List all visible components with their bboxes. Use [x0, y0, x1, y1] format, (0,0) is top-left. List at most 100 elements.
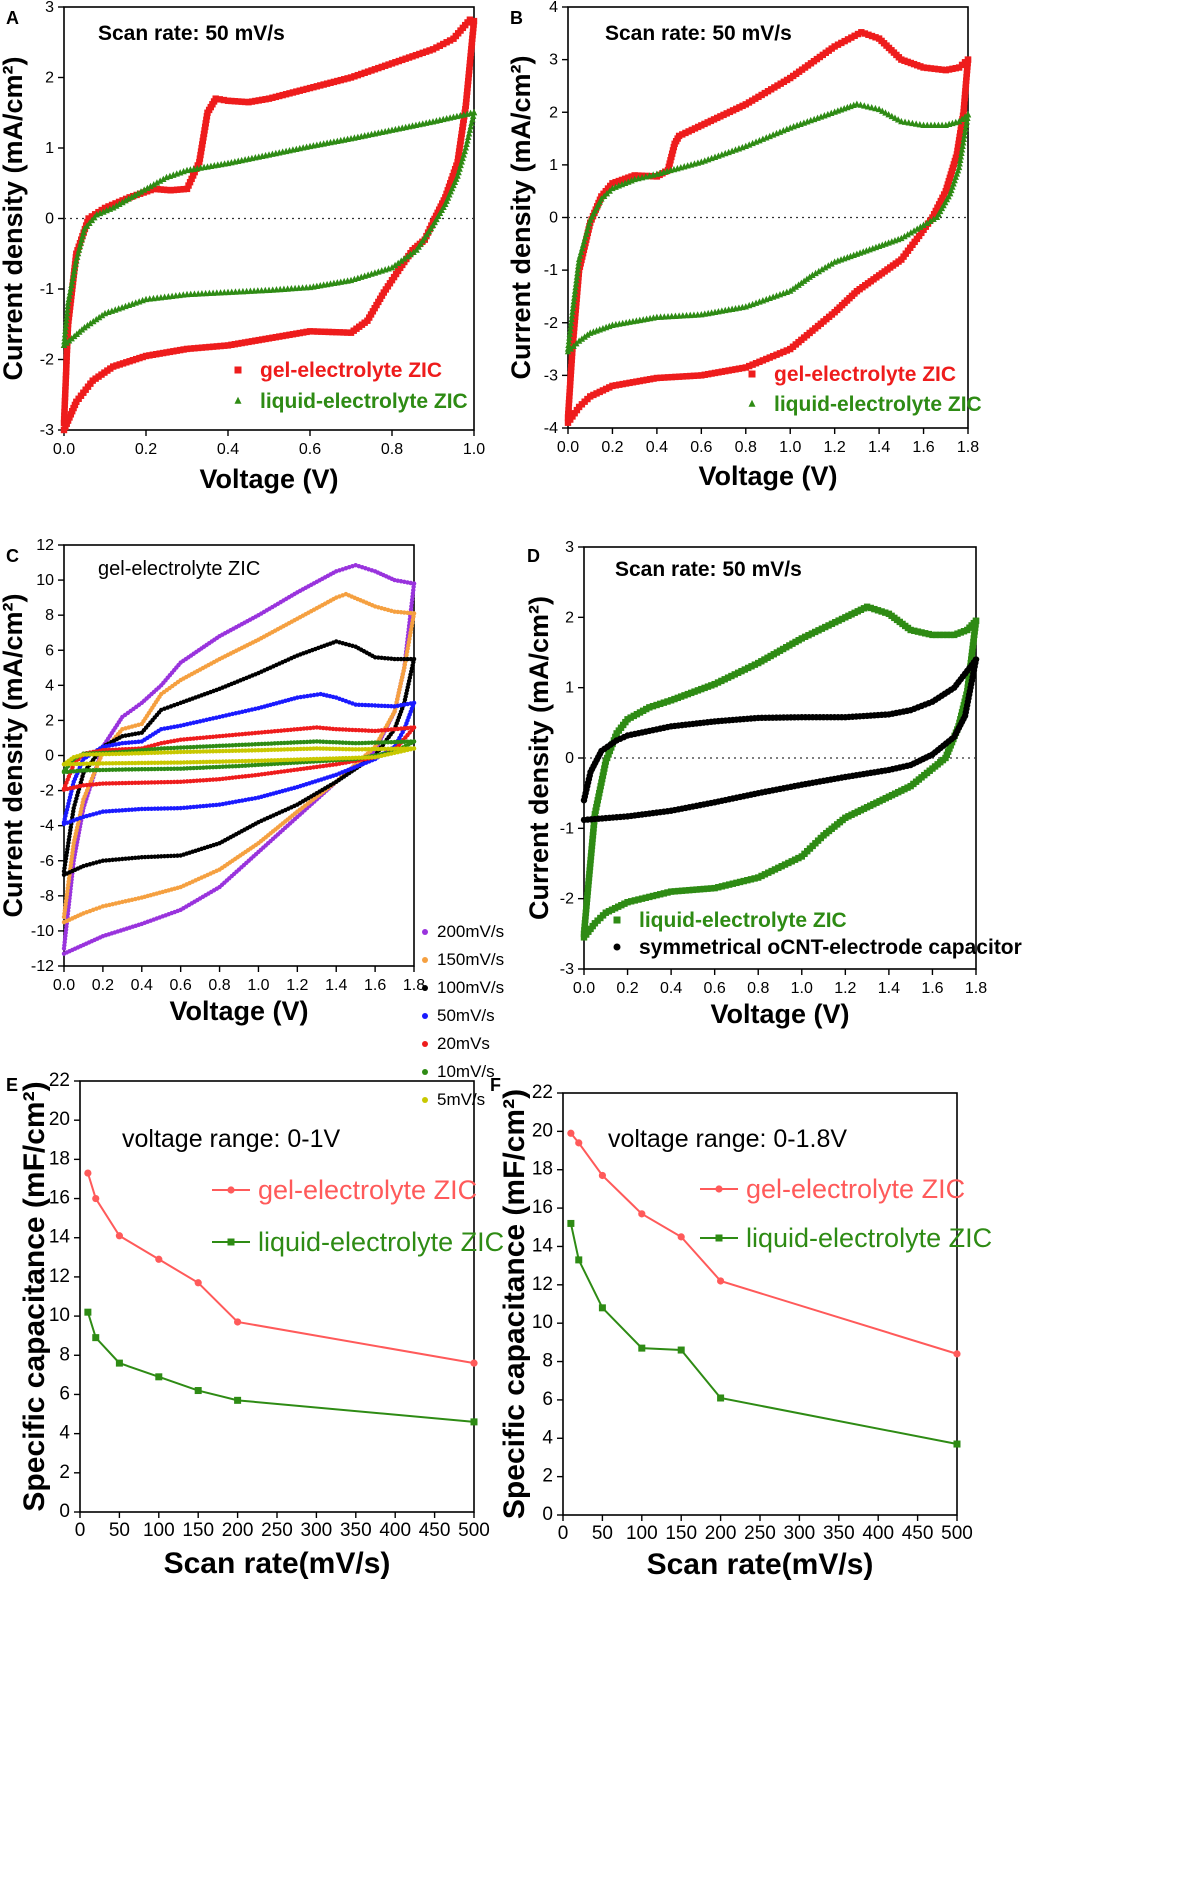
data-point: [90, 767, 96, 773]
data-point: [470, 17, 478, 25]
data-point: [265, 95, 273, 102]
data-point: [265, 758, 271, 763]
data-point: [972, 621, 979, 628]
data-point: [301, 726, 307, 731]
data-point: [667, 888, 675, 895]
data-point: [67, 299, 74, 307]
data-point: [583, 902, 590, 909]
data-point: [217, 342, 224, 350]
data-point: [298, 746, 303, 752]
data-point: [170, 186, 178, 194]
data-point: [456, 165, 463, 172]
data-point: [969, 642, 977, 649]
data-point: [570, 301, 577, 308]
data-point: [306, 84, 314, 92]
data-point: [761, 871, 769, 878]
data-point: [230, 743, 235, 748]
data-point: [291, 760, 297, 765]
data-point: [756, 358, 763, 366]
data-point: [466, 63, 473, 71]
data-point: [800, 277, 808, 284]
data-point: [436, 42, 444, 49]
data-point: [346, 747, 352, 752]
data-point: [653, 701, 660, 709]
data-point: [87, 768, 93, 773]
legend-label: 150mV/s: [437, 950, 504, 969]
data-point: [458, 130, 465, 138]
data-point: [631, 897, 639, 904]
data-point: [593, 800, 601, 807]
data-point: [175, 779, 180, 785]
data-point: [265, 729, 271, 735]
x-tick-label: 1.2: [824, 439, 846, 456]
data-point: [443, 190, 450, 198]
data-point: [467, 49, 475, 57]
data-point: [206, 343, 213, 351]
data-point: [700, 885, 707, 893]
data-point: [649, 892, 657, 900]
data-point: [103, 743, 109, 749]
data-point: [411, 725, 417, 730]
data-point: [568, 360, 575, 367]
data-point: [968, 649, 976, 656]
data-point: [165, 739, 170, 745]
data-point: [265, 771, 271, 776]
data-point: [389, 656, 394, 661]
data-point: [175, 738, 180, 743]
data-point: [295, 726, 300, 732]
data-point: [831, 43, 838, 50]
data-point: [825, 262, 832, 269]
data-point: [129, 767, 135, 772]
data-point: [395, 739, 400, 745]
data-point: [872, 34, 879, 41]
data-point: [351, 73, 358, 80]
data-point: [120, 751, 125, 756]
data-point: [589, 832, 597, 839]
data-point: [214, 743, 219, 749]
data-point: [809, 271, 816, 278]
data-point: [587, 856, 594, 864]
data-point: [301, 746, 307, 752]
data-point: [315, 692, 320, 697]
data-point: [667, 157, 674, 164]
x-tick-label: 0.2: [135, 441, 157, 458]
data-point: [62, 375, 70, 383]
data-point: [465, 133, 472, 140]
data-point: [356, 747, 362, 752]
data-point: [278, 757, 284, 763]
data-point: [964, 56, 972, 63]
y-axis-label: Current density (mA/cm²): [0, 56, 28, 380]
data-point: [231, 341, 239, 348]
data-point: [954, 166, 962, 174]
data-point: [343, 727, 349, 732]
data-point: [942, 66, 949, 74]
legend-marker: [234, 396, 242, 404]
data-point: [227, 759, 232, 764]
data-point: [572, 309, 579, 317]
data-point: [146, 806, 151, 812]
data-point: [248, 338, 256, 345]
data-point: [272, 770, 277, 775]
data-point: [960, 109, 967, 116]
panel-label: F: [490, 1075, 501, 1095]
data-point: [460, 151, 467, 158]
data-point: [140, 186, 148, 193]
data-point: [62, 327, 69, 334]
data-point: [323, 80, 331, 87]
data-point: [178, 779, 183, 785]
data-point: [243, 763, 248, 768]
data-point: [62, 908, 68, 913]
data-point: [879, 107, 886, 114]
data-point: [201, 759, 206, 765]
data-point: [153, 351, 160, 358]
data-point: [303, 85, 310, 93]
data-point: [62, 323, 69, 331]
data-point: [321, 763, 326, 769]
data-point: [248, 98, 256, 105]
data-point: [63, 901, 68, 907]
data-point: [217, 743, 222, 749]
data-point: [440, 40, 447, 48]
data-point: [199, 141, 206, 148]
data-point: [186, 178, 194, 186]
x-tick-label: 300: [784, 1523, 816, 1544]
